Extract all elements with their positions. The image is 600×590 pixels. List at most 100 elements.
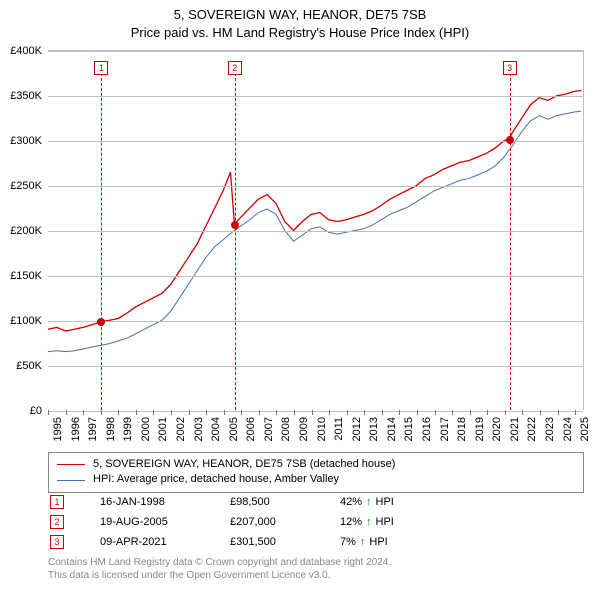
legend-swatch bbox=[57, 480, 85, 481]
x-axis-label: 1995 bbox=[52, 417, 64, 441]
marker-line bbox=[101, 63, 102, 410]
x-axis-label: 2015 bbox=[403, 417, 415, 441]
sale-row: 1 16-JAN-1998£98,50042%↑HPI bbox=[48, 492, 584, 512]
x-axis-label: 2005 bbox=[228, 417, 240, 441]
sale-row: 3 09-APR-2021£301,5007%↑HPI bbox=[48, 532, 584, 552]
sale-pct: 7%↑HPI bbox=[340, 536, 388, 548]
attribution-line1: Contains HM Land Registry data © Crown c… bbox=[48, 556, 584, 569]
x-axis-label: 2004 bbox=[210, 417, 222, 441]
x-tick bbox=[382, 410, 383, 415]
legend-item-property: 5, SOVEREIGN WAY, HEANOR, DE75 7SB (deta… bbox=[57, 457, 575, 472]
y-gridline bbox=[48, 321, 583, 322]
attribution: Contains HM Land Registry data © Crown c… bbox=[48, 556, 584, 582]
x-axis-label: 2010 bbox=[316, 417, 328, 441]
y-axis-label: £100K bbox=[10, 315, 42, 327]
x-tick bbox=[558, 410, 559, 415]
legend-label: 5, SOVEREIGN WAY, HEANOR, DE75 7SB (deta… bbox=[93, 457, 395, 472]
sale-index-box: 1 bbox=[50, 495, 64, 509]
x-axis-label: 2013 bbox=[368, 417, 380, 441]
x-tick bbox=[417, 410, 418, 415]
marker-dot bbox=[231, 221, 239, 229]
sale-date: 16-JAN-1998 bbox=[100, 496, 230, 508]
x-axis-label: 2000 bbox=[140, 417, 152, 441]
x-tick bbox=[66, 410, 67, 415]
x-axis-label: 2009 bbox=[298, 417, 310, 441]
x-tick bbox=[101, 410, 102, 415]
arrow-up-icon: ↑ bbox=[366, 516, 372, 528]
y-axis-label: £50K bbox=[16, 360, 42, 372]
sale-pct: 42%↑HPI bbox=[340, 496, 394, 508]
sale-date: 09-APR-2021 bbox=[100, 536, 230, 548]
x-tick bbox=[435, 410, 436, 415]
sale-index-box: 3 bbox=[50, 535, 64, 549]
title-line1: 5, SOVEREIGN WAY, HEANOR, DE75 7SB bbox=[0, 6, 600, 24]
legend: 5, SOVEREIGN WAY, HEANOR, DE75 7SB (deta… bbox=[48, 452, 584, 493]
sale-price: £207,000 bbox=[230, 516, 340, 528]
x-tick bbox=[206, 410, 207, 415]
y-gridline bbox=[48, 96, 583, 97]
y-gridline bbox=[48, 51, 583, 52]
x-axis-label: 2008 bbox=[280, 417, 292, 441]
y-gridline bbox=[48, 141, 583, 142]
x-axis-label: 2016 bbox=[421, 417, 433, 441]
y-axis-label: £0 bbox=[30, 405, 42, 417]
x-axis-label: 2022 bbox=[526, 417, 538, 441]
x-axis-label: 2019 bbox=[474, 417, 486, 441]
x-axis-label: 1998 bbox=[105, 417, 117, 441]
x-axis-label: 2011 bbox=[333, 417, 345, 441]
y-axis-label: £300K bbox=[10, 135, 42, 147]
sale-pct: 12%↑HPI bbox=[340, 516, 394, 528]
marker-index-box: 1 bbox=[94, 61, 108, 75]
chart-plot-area: £0£50K£100K£150K£200K£250K£300K£350K£400… bbox=[48, 50, 584, 410]
x-tick bbox=[48, 410, 49, 415]
x-tick bbox=[452, 410, 453, 415]
y-axis-label: £150K bbox=[10, 270, 42, 282]
y-axis-label: £200K bbox=[10, 225, 42, 237]
y-gridline bbox=[48, 276, 583, 277]
marker-index-box: 3 bbox=[503, 61, 517, 75]
x-axis-label: 2006 bbox=[245, 417, 257, 441]
x-axis-label: 2001 bbox=[157, 417, 169, 441]
x-tick bbox=[153, 410, 154, 415]
chart-title: 5, SOVEREIGN WAY, HEANOR, DE75 7SB Price… bbox=[0, 0, 600, 41]
x-tick bbox=[540, 410, 541, 415]
x-tick bbox=[136, 410, 137, 415]
x-axis-label: 2021 bbox=[509, 417, 521, 441]
marker-line bbox=[235, 63, 236, 410]
x-axis-label: 2018 bbox=[456, 417, 468, 441]
x-axis-label: 2003 bbox=[193, 417, 205, 441]
x-tick bbox=[470, 410, 471, 415]
arrow-up-icon: ↑ bbox=[366, 496, 372, 508]
y-gridline bbox=[48, 366, 583, 367]
x-axis-label: 2025 bbox=[579, 417, 591, 441]
x-axis-label: 2017 bbox=[439, 417, 451, 441]
legend-label: HPI: Average price, detached house, Ambe… bbox=[93, 472, 339, 487]
x-axis-label: 1997 bbox=[87, 417, 99, 441]
x-tick bbox=[241, 410, 242, 415]
y-axis-label: £250K bbox=[10, 180, 42, 192]
marker-line bbox=[510, 63, 511, 410]
x-axis-label: 1996 bbox=[70, 417, 82, 441]
x-tick bbox=[224, 410, 225, 415]
y-axis-label: £400K bbox=[10, 45, 42, 57]
x-tick bbox=[118, 410, 119, 415]
x-tick bbox=[399, 410, 400, 415]
arrow-up-icon: ↑ bbox=[360, 536, 366, 548]
legend-item-hpi: HPI: Average price, detached house, Ambe… bbox=[57, 472, 575, 487]
y-gridline bbox=[48, 411, 583, 412]
x-tick bbox=[189, 410, 190, 415]
x-tick bbox=[575, 410, 576, 415]
marker-index-box: 2 bbox=[228, 61, 242, 75]
x-tick bbox=[505, 410, 506, 415]
x-tick bbox=[171, 410, 172, 415]
x-axis-label: 1999 bbox=[122, 417, 134, 441]
x-axis-label: 2014 bbox=[386, 417, 398, 441]
sale-price: £98,500 bbox=[230, 496, 340, 508]
sales-table: 116-JAN-1998£98,50042%↑HPI219-AUG-2005£2… bbox=[48, 492, 584, 552]
title-line2: Price paid vs. HM Land Registry's House … bbox=[0, 24, 600, 42]
x-tick bbox=[329, 410, 330, 415]
sale-price: £301,500 bbox=[230, 536, 340, 548]
x-tick bbox=[276, 410, 277, 415]
attribution-line2: This data is licensed under the Open Gov… bbox=[48, 569, 584, 582]
x-tick bbox=[294, 410, 295, 415]
